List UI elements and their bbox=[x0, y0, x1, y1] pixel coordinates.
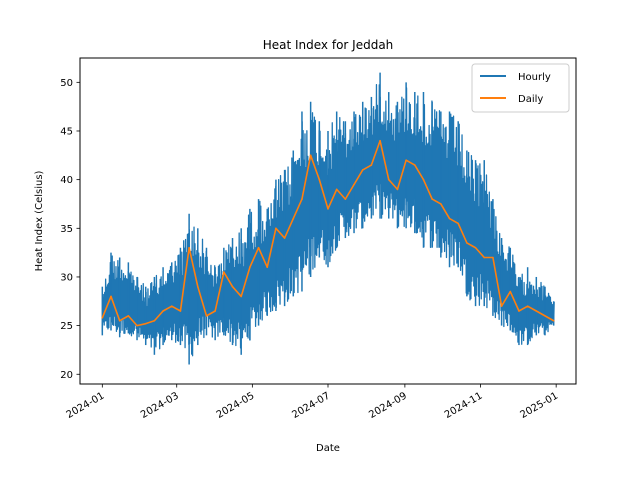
daily-point bbox=[370, 164, 373, 166]
x-axis-label: Date bbox=[316, 443, 340, 454]
daily-point bbox=[466, 242, 468, 244]
daily-point bbox=[231, 285, 234, 288]
daily-point bbox=[301, 198, 303, 200]
daily-point bbox=[136, 324, 138, 327]
daily-point bbox=[500, 305, 503, 307]
legend-label-daily: Daily bbox=[518, 94, 543, 105]
y-tick-label: 50 bbox=[60, 78, 73, 89]
y-tick-label: 40 bbox=[60, 175, 73, 186]
daily-point bbox=[396, 188, 399, 191]
daily-point bbox=[188, 246, 190, 249]
daily-point bbox=[170, 305, 173, 307]
daily-point bbox=[179, 310, 182, 312]
daily-point bbox=[283, 237, 286, 239]
daily-point bbox=[344, 198, 347, 200]
daily-point bbox=[249, 266, 251, 269]
daily-point bbox=[518, 310, 520, 312]
daily-point bbox=[474, 246, 477, 249]
legend-label-hourly: Hourly bbox=[518, 72, 551, 83]
daily-point bbox=[275, 227, 277, 230]
daily-point bbox=[266, 266, 269, 269]
daily-point bbox=[127, 315, 130, 317]
legend: Hourly Daily bbox=[471, 63, 570, 113]
daily-point bbox=[544, 315, 546, 317]
daily-point bbox=[492, 256, 494, 259]
daily-point bbox=[379, 139, 381, 142]
daily-point bbox=[101, 317, 104, 319]
daily-point bbox=[214, 310, 216, 312]
daily-point bbox=[361, 169, 364, 171]
daily-point bbox=[526, 305, 529, 307]
daily-point bbox=[309, 154, 312, 157]
daily-point bbox=[387, 178, 390, 181]
daily-point bbox=[153, 319, 156, 322]
daily-point bbox=[197, 285, 199, 288]
daily-point bbox=[414, 164, 416, 166]
plot-frame bbox=[79, 57, 577, 385]
daily-point bbox=[335, 188, 338, 191]
daily-point bbox=[405, 159, 407, 161]
daily-point bbox=[318, 178, 321, 181]
daily-point bbox=[240, 295, 242, 298]
daily-point bbox=[257, 246, 260, 249]
daily-point bbox=[205, 315, 208, 317]
daily-point bbox=[535, 310, 538, 312]
plot-layer bbox=[101, 72, 555, 365]
daily-point bbox=[509, 290, 512, 293]
y-tick-label: 45 bbox=[60, 126, 73, 137]
daily-point bbox=[292, 217, 295, 220]
daily-point bbox=[440, 203, 442, 205]
daily-point bbox=[223, 271, 225, 273]
y-axis-label: Heat Index (Celsius) bbox=[34, 170, 45, 271]
y-tick-label: 30 bbox=[60, 272, 73, 283]
daily-point bbox=[144, 322, 147, 325]
daily-point bbox=[552, 319, 555, 322]
chart-title: Heat Index for Jeddah bbox=[263, 38, 394, 52]
daily-point bbox=[162, 310, 164, 312]
daily-point bbox=[431, 198, 433, 200]
daily-point bbox=[422, 178, 425, 181]
daily-point bbox=[327, 208, 329, 210]
daily-point bbox=[110, 295, 112, 298]
daily-point bbox=[483, 256, 486, 259]
daily-point bbox=[353, 183, 355, 186]
y-tick-label: 20 bbox=[60, 370, 73, 381]
daily-point bbox=[118, 319, 121, 322]
y-tick-label: 35 bbox=[60, 224, 73, 235]
daily-point bbox=[448, 217, 451, 220]
daily-point bbox=[457, 222, 460, 225]
y-tick-label: 25 bbox=[60, 321, 73, 332]
